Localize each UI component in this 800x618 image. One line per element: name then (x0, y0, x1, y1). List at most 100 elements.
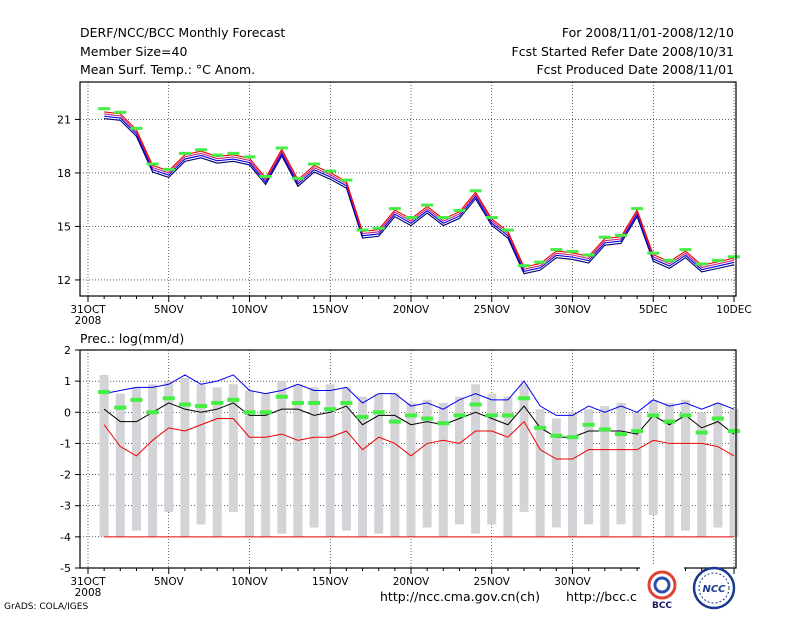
temp-xtick-label: 20NOV (393, 304, 430, 316)
prec-frame (79, 349, 737, 569)
temp-xtick-label: 25NOV (474, 304, 511, 316)
prec-box (406, 402, 416, 537)
temp-xtick-label: 5DEC (639, 304, 668, 316)
prec-box (148, 384, 158, 537)
prec-green-marker (631, 428, 644, 433)
temp-year-label: 2008 (75, 315, 102, 327)
prec-green-marker (308, 400, 321, 405)
header-start-date: Fcst Started Refer Date 2008/10/31 (511, 43, 735, 59)
temp-ytick-label: 15 (57, 220, 71, 233)
prec-ytick-label: 0 (64, 406, 71, 419)
prec-box (325, 384, 335, 537)
temp-green-marker (614, 233, 627, 237)
prec-box (358, 396, 368, 537)
prec-box (632, 412, 642, 537)
prec-box (309, 387, 319, 528)
prec-green-marker (405, 413, 417, 418)
prec-box (261, 393, 271, 537)
temp-green-marker (421, 203, 434, 207)
temp-ytick-label: 21 (57, 113, 71, 126)
prec-ytick-label: -4 (60, 531, 71, 544)
precip-chart-title: Prec.: log(mm/d) (80, 331, 185, 346)
prec-green-marker (711, 416, 724, 421)
prec-line-lower (103, 418, 735, 460)
prec-ytick-label: 2 (64, 344, 71, 357)
temp-green-marker (728, 255, 740, 259)
prec-ytick-label: 1 (64, 375, 71, 388)
prec-green-marker (98, 390, 111, 395)
ncc-logo-text: NCC (702, 584, 726, 595)
temp-ytick-label: 18 (57, 167, 71, 180)
footer-url-bcc[interactable]: http://bcc.c (566, 589, 637, 604)
prec-green-marker (437, 421, 450, 426)
temp-line-low (104, 115, 735, 273)
prec-ytick-label: -3 (60, 500, 71, 513)
footer-url-ncc[interactable]: http://ncc.cma.gov.cn(ch) (380, 589, 540, 604)
temp-xtick-label: 5NOV (154, 304, 185, 316)
temp-green-marker (130, 126, 143, 130)
temp-xtick-label: 31OCT (70, 304, 106, 316)
prec-green-marker (695, 430, 708, 435)
temp-green-marker (405, 216, 417, 220)
prec-green-marker (453, 413, 466, 418)
temp-line-high (104, 111, 735, 268)
header-produced-date: Fcst Produced Date 2008/11/01 (536, 62, 734, 77)
temp-green-marker (211, 153, 224, 157)
prec-box (681, 399, 691, 531)
temp-green-marker (275, 146, 288, 150)
bcc-logo-text: BCC (652, 601, 672, 611)
temp-green-marker (388, 207, 401, 211)
prec-xtick-label: 15NOV (312, 576, 349, 588)
prec-box (228, 384, 238, 512)
temp-green-marker (437, 216, 450, 220)
prec-box (729, 409, 739, 537)
prec-box (212, 387, 222, 537)
temp-ytick-label: 12 (57, 274, 71, 287)
prec-xtick-label: 25NOV (474, 576, 511, 588)
prec-xtick-label: 5NOV (154, 576, 185, 588)
temp-green-marker (518, 264, 531, 268)
temp-green-marker (501, 228, 514, 232)
prec-green-marker (259, 410, 272, 415)
temp-panel: 12 15 18 21 31OCT 5NOV 10NOV 15NOV 20NOV 25NOV 30N… (57, 81, 752, 327)
temp-green-marker (566, 249, 579, 253)
prec-green-marker (340, 400, 353, 405)
prec-line-median (103, 402, 735, 438)
prec-green-marker (146, 410, 159, 415)
temp-green-marker (227, 151, 240, 155)
prec-green-marker (372, 410, 385, 415)
prec-box (422, 399, 432, 528)
temp-green-marker (631, 207, 644, 211)
temp-green-marker (695, 262, 708, 266)
prec-box (503, 396, 513, 537)
prec-green-marker (275, 394, 288, 399)
temp-green-marker (469, 189, 482, 193)
temp-green-marker (243, 155, 256, 159)
prec-green-marker (728, 428, 740, 433)
temp-green-marker (340, 178, 353, 182)
prec-green-marker (663, 419, 676, 424)
prec-line-upper (104, 374, 735, 416)
temp-green-marker (372, 226, 385, 230)
temp-green-marker (114, 110, 127, 114)
prec-box (551, 418, 561, 528)
prec-box (245, 390, 254, 537)
prec-green-marker (130, 397, 143, 402)
prec-box (648, 399, 658, 516)
temp-green-marker (178, 151, 191, 155)
prec-green-marker (227, 397, 240, 402)
prec-xtick-label: 20NOV (393, 576, 430, 588)
prec-green-marker (178, 402, 191, 407)
prec-green-marker (534, 425, 547, 430)
prec-panel: -5 -4 -3 -2 -1 0 1 2 31OCT 5NOV 10NOV 15NOV 20NOV 25N… (60, 344, 740, 599)
prec-box (584, 409, 594, 525)
bcc-logo: BCC (640, 566, 684, 612)
temp-green-marker (308, 162, 321, 166)
prec-box (519, 384, 529, 512)
temp-green-marker (582, 253, 595, 257)
prec-box (180, 378, 190, 537)
prec-green-marker (195, 404, 208, 409)
temp-xtick-label: 10DEC (716, 304, 751, 316)
prec-ytick-label: -5 (60, 562, 71, 575)
prec-green-marker (679, 413, 692, 418)
